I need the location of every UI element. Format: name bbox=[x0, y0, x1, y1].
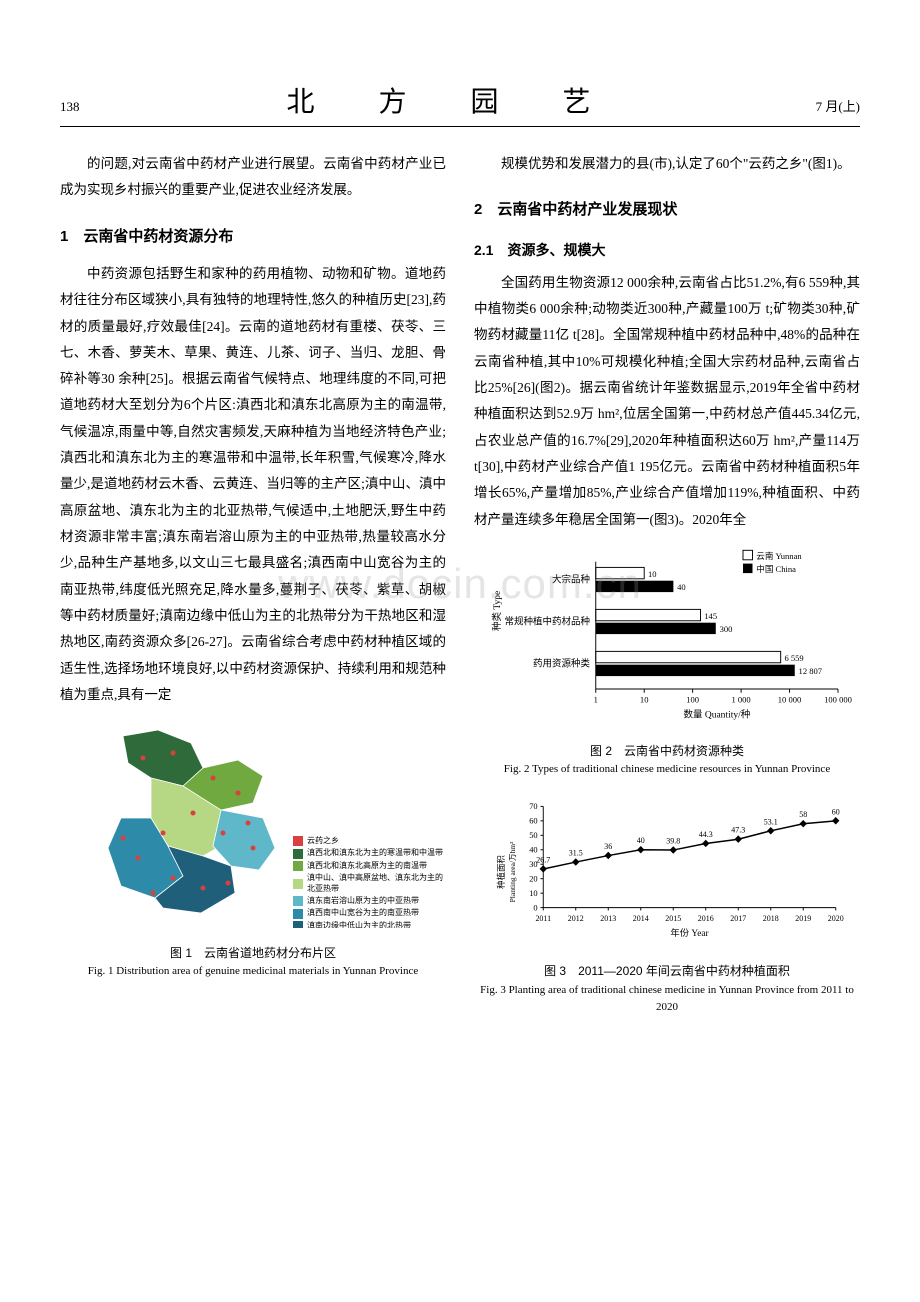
figure-2: 云南 Yunnan 中国 China 10 40 大宗品种 145300 常规种植中药材品种… bbox=[474, 537, 860, 779]
svg-text:药用资源种类: 药用资源种类 bbox=[533, 658, 591, 670]
intro-paragraph: 的问题,对云南省中药材产业进行展望。云南省中药材产业已成为实现乡村振兴的重要产业… bbox=[60, 151, 446, 204]
figure-2-caption: 图 2 云南省中药材资源种类 Fig. 2 Types of tradition… bbox=[474, 742, 860, 779]
bar-chart-svg: 云南 Yunnan 中国 China 10 40 大宗品种 145300 常规种植中药材品种… bbox=[474, 537, 860, 727]
svg-text:2015: 2015 bbox=[665, 914, 681, 923]
svg-text:60: 60 bbox=[529, 816, 537, 826]
svg-text:44.3: 44.3 bbox=[699, 830, 713, 839]
svg-text:中国 China: 中国 China bbox=[756, 563, 796, 574]
section-2-heading: 2 云南省中药材产业发展现状 bbox=[474, 195, 860, 224]
svg-text:Planting area/万hm²: Planting area/万hm² bbox=[508, 841, 517, 903]
svg-text:145: 145 bbox=[704, 611, 717, 621]
section-2-1-heading: 2.1 资源多、规模大 bbox=[474, 237, 860, 264]
line-chart-svg: 0102030405060702011201220132014201520162… bbox=[474, 797, 860, 947]
left-column: 的问题,对云南省中药材产业进行展望。云南省中药材产业已成为实现乡村振兴的重要产业… bbox=[60, 151, 446, 1017]
figure-3-caption: 图 3 2011—2020 年间云南省中药材种植面积 Fig. 3 Planti… bbox=[474, 962, 860, 1016]
svg-text:39.8: 39.8 bbox=[666, 837, 680, 846]
section-1-body: 中药资源包括野生和家种的药用植物、动物和矿物。道地药材往往分布区域狭小,具有独特… bbox=[60, 261, 446, 708]
right-column: 规模优势和发展潜力的县(市),认定了60个"云药之乡"(图1)。 2 云南省中药… bbox=[474, 151, 860, 1017]
svg-text:2020: 2020 bbox=[828, 914, 844, 923]
svg-text:常规种植中药材品种: 常规种植中药材品种 bbox=[505, 616, 591, 628]
section-1-heading: 1 云南省中药材资源分布 bbox=[60, 222, 446, 251]
svg-text:2013: 2013 bbox=[600, 914, 616, 923]
svg-text:年份 Year: 年份 Year bbox=[670, 927, 709, 939]
svg-text:12 807: 12 807 bbox=[799, 666, 823, 676]
svg-text:大宗品种: 大宗品种 bbox=[552, 574, 590, 586]
svg-text:50: 50 bbox=[529, 830, 537, 840]
svg-text:58: 58 bbox=[799, 810, 807, 819]
svg-text:6 559: 6 559 bbox=[784, 653, 803, 663]
svg-text:47.3: 47.3 bbox=[731, 826, 745, 835]
svg-text:2017: 2017 bbox=[730, 914, 746, 923]
svg-text:40: 40 bbox=[637, 836, 645, 845]
svg-text:1 000: 1 000 bbox=[731, 694, 750, 704]
right-p1: 规模优势和发展潜力的县(市),认定了60个"云药之乡"(图1)。 bbox=[474, 151, 860, 177]
svg-text:10: 10 bbox=[648, 569, 657, 579]
section-2-1-body: 全国药用生物资源12 000余种,云南省占比51.2%,有6 559种,其中植物… bbox=[474, 270, 860, 533]
svg-text:2018: 2018 bbox=[763, 914, 779, 923]
svg-text:20: 20 bbox=[529, 874, 537, 884]
svg-text:2014: 2014 bbox=[633, 914, 649, 923]
svg-text:2011: 2011 bbox=[535, 914, 551, 923]
page-header: 138 北 方 园 艺 7 月(上) bbox=[60, 80, 860, 127]
svg-text:0: 0 bbox=[533, 903, 537, 913]
issue-label: 7 月(上) bbox=[816, 96, 860, 115]
svg-text:70: 70 bbox=[529, 801, 537, 811]
svg-text:60: 60 bbox=[832, 807, 840, 816]
journal-title: 北 方 园 艺 bbox=[287, 80, 609, 120]
svg-text:10: 10 bbox=[529, 888, 537, 898]
svg-text:云南 Yunnan: 云南 Yunnan bbox=[756, 550, 802, 561]
svg-text:数量 Quantity/种: 数量 Quantity/种 bbox=[683, 708, 750, 720]
content-columns: 的问题,对云南省中药材产业进行展望。云南省中药材产业已成为实现乡村振兴的重要产业… bbox=[60, 151, 860, 1017]
svg-text:种类 Type: 种类 Type bbox=[491, 591, 503, 631]
figure-3: 0102030405060702011201220132014201520162… bbox=[474, 797, 860, 1017]
map-svg: 云药之乡滇西北和滇东北为主的寒温带和中温带滇西北和滇东北高原为主的南温带滇中山、… bbox=[60, 718, 446, 928]
svg-text:300: 300 bbox=[720, 624, 733, 634]
svg-text:2016: 2016 bbox=[698, 914, 714, 923]
svg-text:40: 40 bbox=[677, 582, 686, 592]
page-number: 138 bbox=[60, 99, 80, 115]
svg-text:1: 1 bbox=[594, 694, 598, 704]
svg-text:种植面积: 种植面积 bbox=[496, 855, 506, 889]
svg-text:40: 40 bbox=[529, 845, 537, 855]
svg-text:26.7: 26.7 bbox=[536, 856, 550, 865]
svg-text:100: 100 bbox=[686, 694, 699, 704]
figure-1: 云药之乡滇西北和滇东北为主的寒温带和中温带滇西北和滇东北高原为主的南温带滇中山、… bbox=[60, 718, 446, 980]
svg-text:100 000: 100 000 bbox=[824, 694, 852, 704]
svg-text:2012: 2012 bbox=[568, 914, 584, 923]
map-legend: 云药之乡滇西北和滇东北为主的寒温带和中温带滇西北和滇东北高原为主的南温带滇中山、… bbox=[293, 836, 443, 928]
svg-text:2019: 2019 bbox=[795, 914, 811, 923]
svg-text:10: 10 bbox=[640, 694, 649, 704]
svg-text:10 000: 10 000 bbox=[778, 694, 802, 704]
figure-1-caption: 图 1 云南省道地药材分布片区 Fig. 1 Distribution area… bbox=[60, 944, 446, 981]
svg-text:53.1: 53.1 bbox=[764, 817, 778, 826]
svg-text:31.5: 31.5 bbox=[569, 849, 583, 858]
svg-text:36: 36 bbox=[604, 842, 612, 851]
